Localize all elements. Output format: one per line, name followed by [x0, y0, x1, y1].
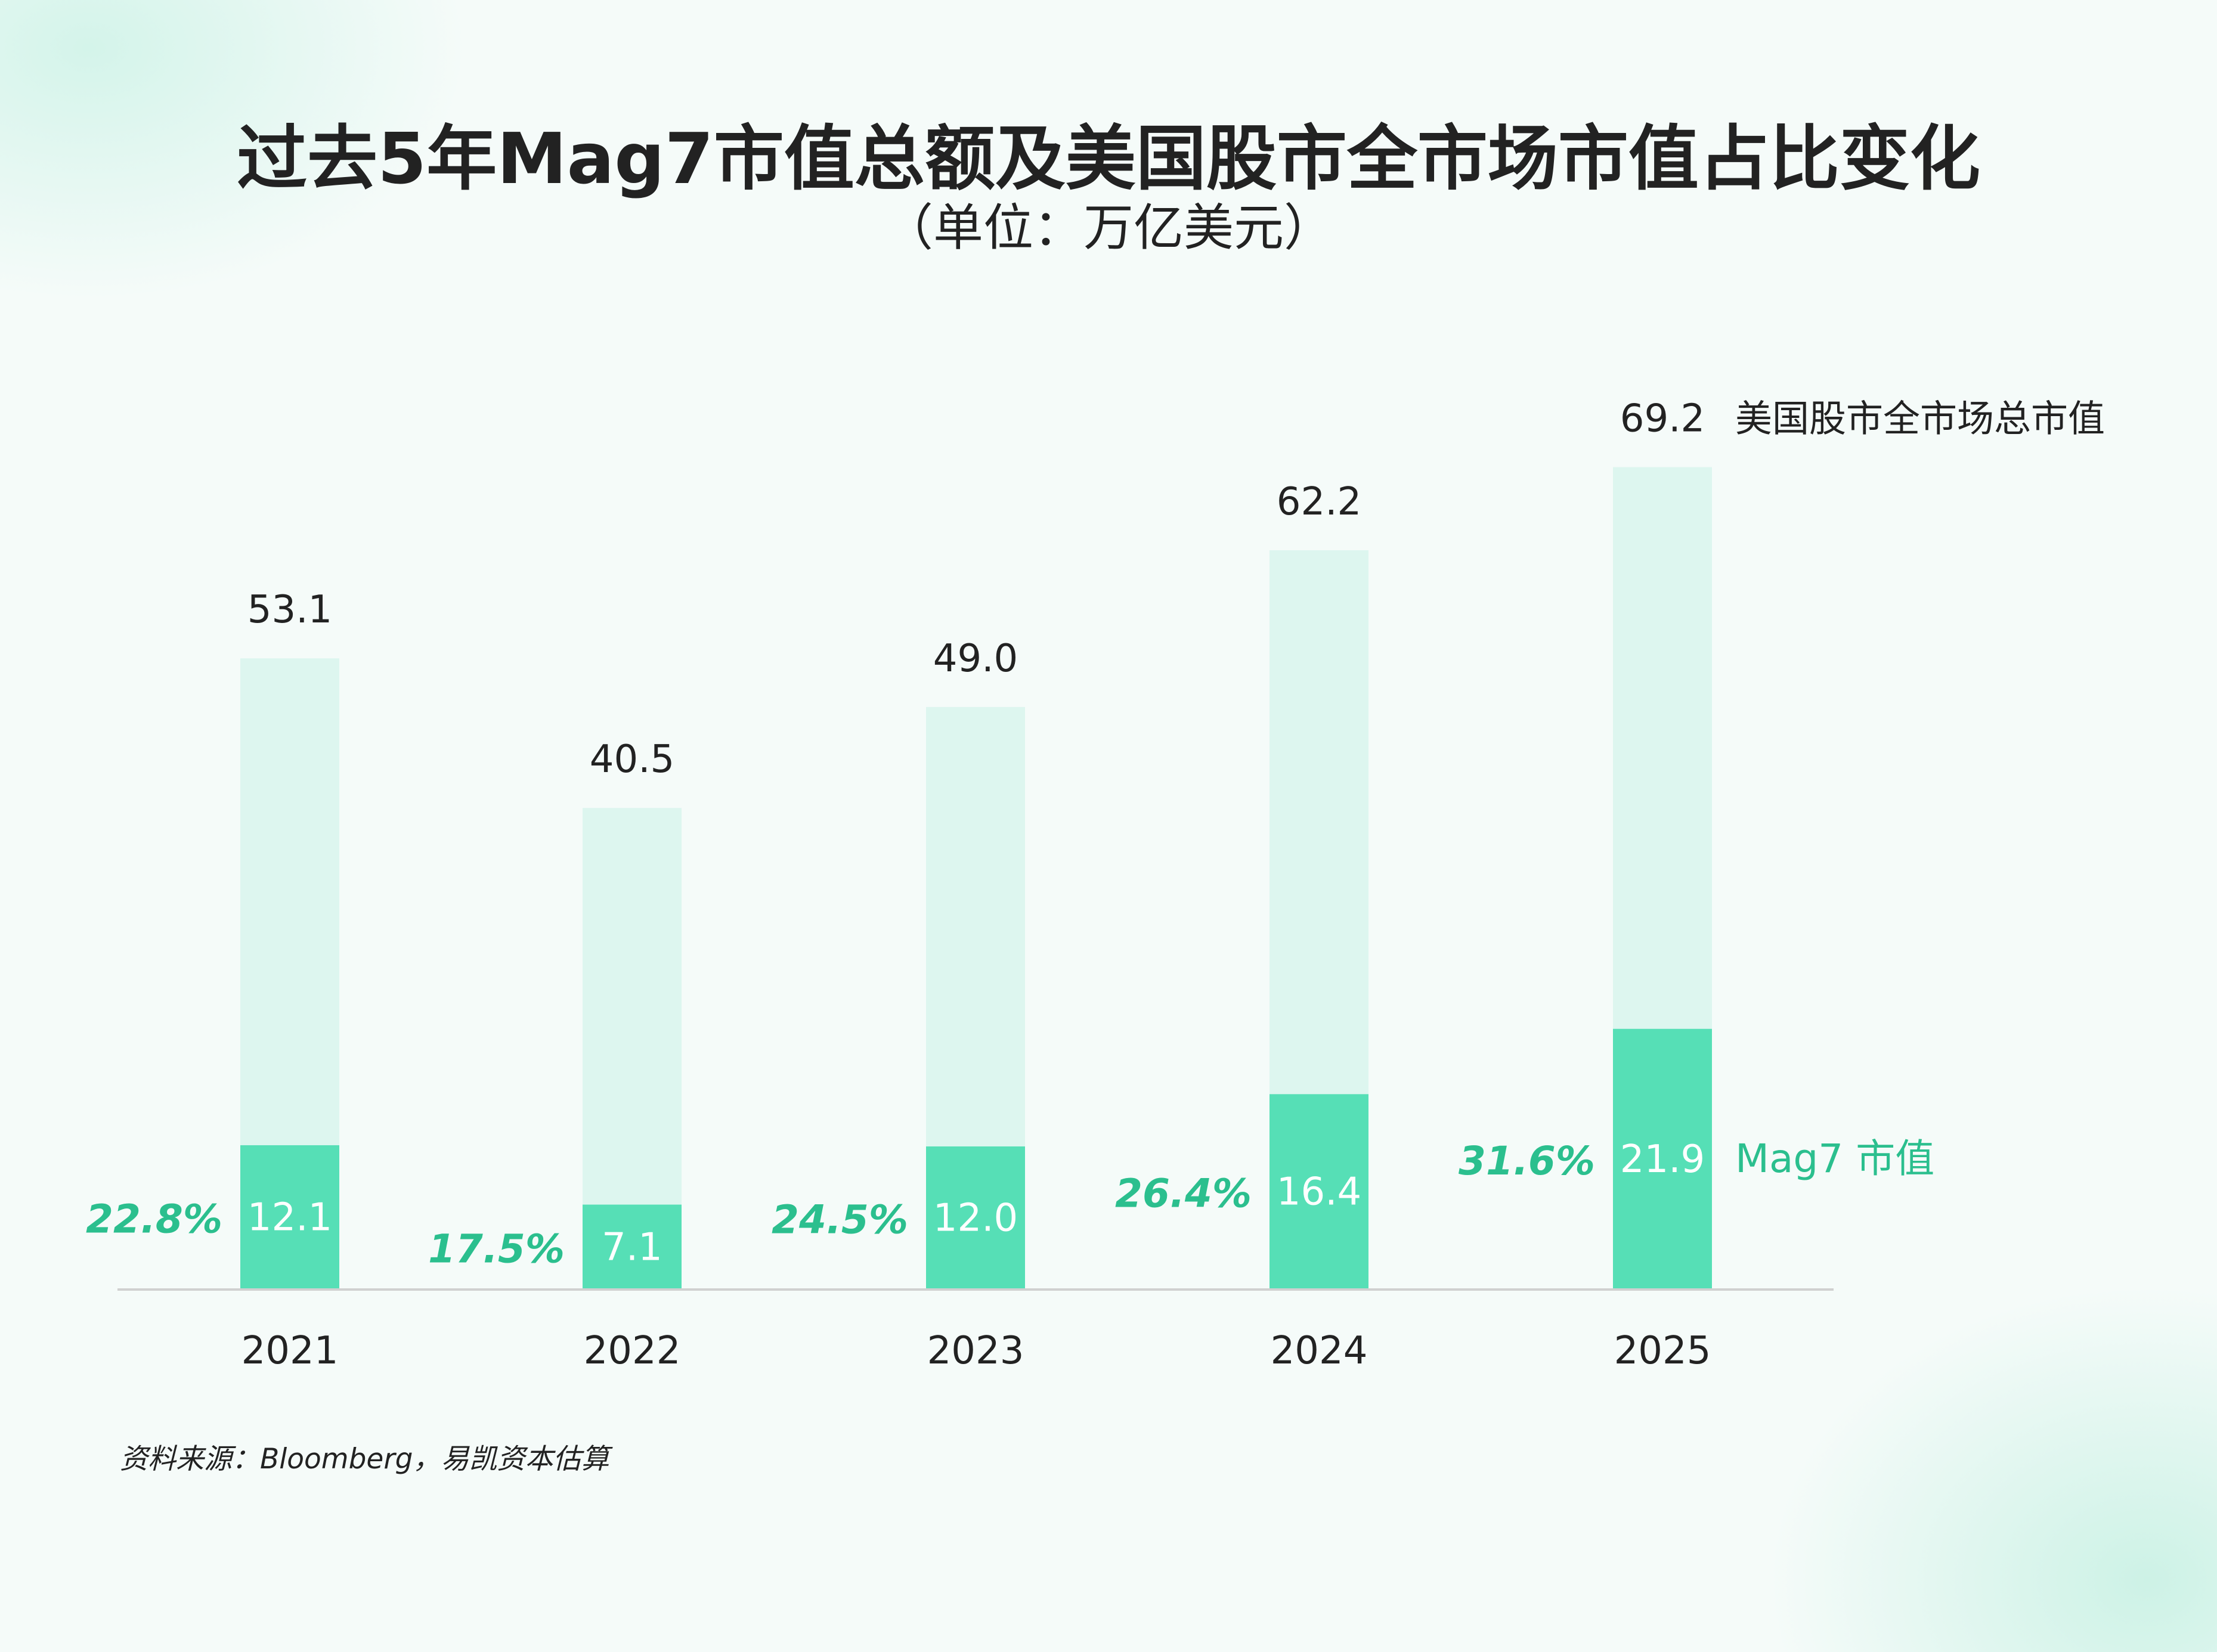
- chart-subtitle: （单位：万亿美元）: [883, 199, 1334, 257]
- total-value-label: 62.2: [1277, 480, 1362, 524]
- mag7-bar: [583, 1204, 682, 1289]
- mag7-bar: [1269, 1094, 1368, 1289]
- x-tick-label: 2021: [241, 1329, 339, 1373]
- share-label: 17.5%: [428, 1226, 565, 1272]
- mag7-value-label: 12.1: [247, 1195, 333, 1239]
- source-note: 资料来源：Bloomberg，易凯资本估算: [120, 1443, 609, 1476]
- mag7-value-label: 12.0: [933, 1196, 1018, 1240]
- x-tick-label: 2024: [1271, 1329, 1368, 1373]
- x-tick-label: 2023: [927, 1329, 1024, 1373]
- legend-mag7: Mag7 市值: [1735, 1136, 1934, 1182]
- total-value-label: 53.1: [247, 588, 333, 632]
- share-label: 31.6%: [1459, 1138, 1595, 1184]
- share-label: 24.5%: [772, 1197, 908, 1242]
- mag7-value-label: 7.1: [602, 1225, 662, 1269]
- mag7-bar: [926, 1146, 1025, 1289]
- mag7-bar: [240, 1145, 339, 1289]
- mag7-bar: [1613, 1028, 1712, 1289]
- x-tick-label: 2025: [1614, 1329, 1711, 1373]
- chart-title: 过去5年Mag7市值总额及美国股市全市场市值占比变化: [237, 117, 1980, 200]
- share-label: 22.8%: [86, 1196, 222, 1242]
- legend-total-market: 美国股市全市场总市值: [1735, 397, 2105, 441]
- total-value-label: 49.0: [933, 637, 1018, 681]
- share-label: 26.4%: [1115, 1171, 1252, 1217]
- total-value-label: 40.5: [590, 737, 675, 782]
- mag7-value-label: 16.4: [1277, 1170, 1362, 1214]
- mag7-value-label: 21.9: [1620, 1138, 1705, 1182]
- total-value-label: 69.2: [1620, 397, 1705, 441]
- x-tick-label: 2022: [584, 1329, 681, 1373]
